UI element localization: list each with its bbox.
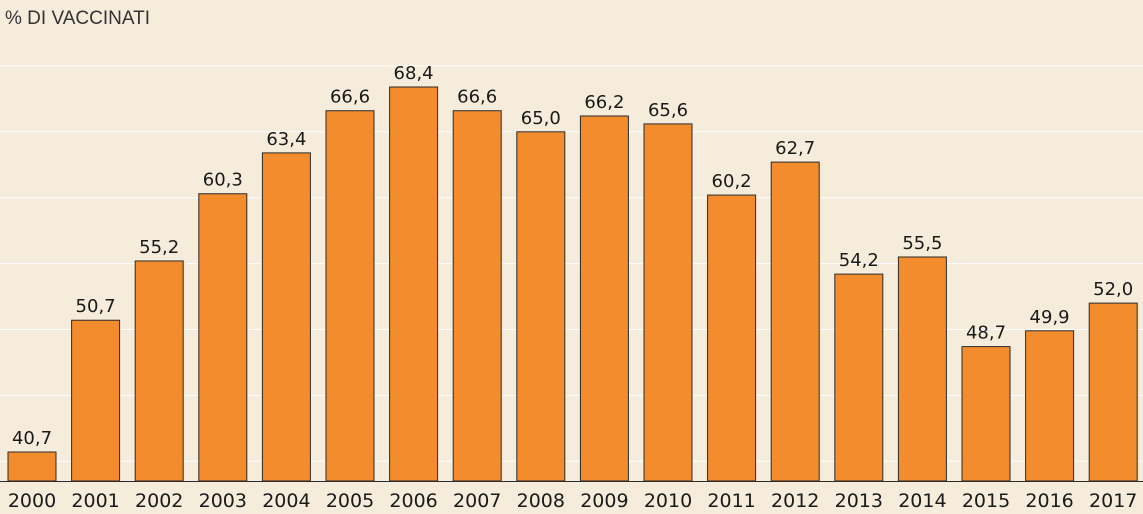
x-tick-label-2006: 2006: [389, 490, 437, 512]
data-label-2010: 65,6: [648, 100, 688, 121]
data-label-2000: 40,7: [12, 428, 52, 449]
x-tick-label-2016: 2016: [1025, 490, 1073, 512]
bar-2002: [134, 260, 184, 482]
x-tick-label-2005: 2005: [326, 490, 374, 512]
bar-2000: [7, 451, 57, 482]
data-label-2004: 63,4: [266, 129, 306, 150]
bar-2001: [71, 319, 121, 482]
bar-2007: [452, 110, 502, 482]
data-label-2016: 49,9: [1030, 307, 1070, 328]
bar-2008: [516, 131, 566, 482]
bar-2010: [643, 123, 693, 482]
data-label-2005: 66,6: [330, 87, 370, 108]
data-label-2013: 54,2: [839, 250, 879, 271]
x-tick-label-2004: 2004: [262, 490, 310, 512]
data-label-2008: 65,0: [521, 108, 561, 129]
y-axis-label: % DI VACCINATI: [5, 8, 150, 29]
data-label-2012: 62,7: [775, 138, 815, 159]
data-label-2017: 52,0: [1093, 279, 1133, 300]
x-tick-label-2010: 2010: [644, 490, 692, 512]
x-tick-label-2001: 2001: [71, 490, 119, 512]
data-label-2011: 60,2: [712, 171, 752, 192]
x-tick-label-2003: 2003: [199, 490, 247, 512]
bars: [7, 86, 1138, 482]
data-label-2001: 50,7: [76, 296, 116, 317]
data-label-2007: 66,6: [457, 87, 497, 108]
bar-2006: [389, 86, 439, 482]
bar-2012: [770, 161, 820, 482]
bar-2013: [834, 273, 884, 482]
x-tick-label-2014: 2014: [898, 490, 946, 512]
bar-2014: [897, 256, 947, 482]
bar-2015: [961, 346, 1011, 482]
bar-2016: [1025, 330, 1075, 482]
bar-2003: [198, 193, 248, 482]
data-label-2002: 55,2: [139, 237, 179, 258]
bar-2017: [1088, 302, 1138, 482]
data-label-2015: 48,7: [966, 323, 1006, 344]
data-label-2014: 55,5: [902, 233, 942, 254]
x-tick-label-2012: 2012: [771, 490, 819, 512]
grid-lines: [0, 65, 1143, 462]
x-tick-label-2013: 2013: [835, 490, 883, 512]
bar-2004: [261, 152, 311, 482]
bar-2011: [707, 194, 757, 482]
x-tick-label-2009: 2009: [580, 490, 628, 512]
bar-2005: [325, 110, 375, 482]
x-tick-label-2008: 2008: [517, 490, 565, 512]
x-tick-label-2011: 2011: [707, 490, 755, 512]
x-tick-label-2000: 2000: [8, 490, 56, 512]
x-tick-label-2017: 2017: [1089, 490, 1137, 512]
x-tick-label-2015: 2015: [962, 490, 1010, 512]
data-label-2009: 66,2: [584, 92, 624, 113]
bar-2009: [579, 115, 629, 482]
x-tick-label-2002: 2002: [135, 490, 183, 512]
x-tick-label-2007: 2007: [453, 490, 501, 512]
data-label-2006: 68,4: [394, 63, 434, 84]
data-label-2003: 60,3: [203, 170, 243, 191]
